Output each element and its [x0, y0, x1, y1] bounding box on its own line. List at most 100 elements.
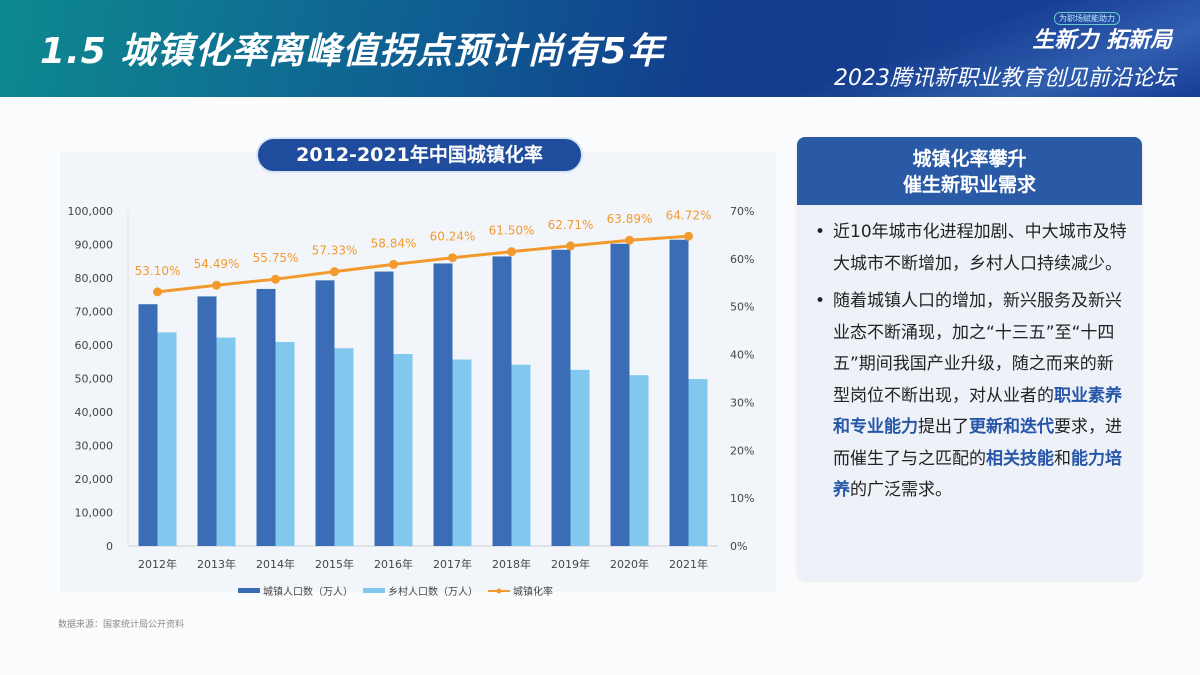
y-tick-label: 30,000 — [75, 440, 114, 453]
y-tick-label: 20,000 — [75, 473, 114, 486]
line-point — [389, 259, 398, 269]
legend-label: 城镇化率 — [513, 585, 553, 598]
text: 要求，进而催生了与之匹配的 — [833, 417, 1122, 469]
bar-urban — [197, 296, 217, 546]
y-tick-label: 10,000 — [75, 507, 114, 520]
x-tick-label: 2013年 — [197, 557, 236, 571]
x-tick-label: 2012年 — [138, 557, 177, 571]
text: 随着城镇人口的增加，新兴服务及新兴业态不断涌现，加之“十三五”至“十四五”期间我… — [833, 291, 1122, 406]
bar-urban — [492, 256, 512, 546]
text: 提出了 — [918, 417, 969, 437]
line-point — [448, 253, 457, 263]
data-label: 54.49% — [194, 257, 240, 271]
x-tick-label: 2020年 — [610, 557, 649, 571]
y2-tick-label: 30% — [730, 396, 754, 409]
y-tick-label: 50,000 — [75, 373, 114, 386]
bar-urban — [138, 304, 158, 546]
x-tick-label: 2016年 — [374, 557, 413, 571]
side-panel: 城镇化率攀升 催生新职业需求 近10年城市化进程加剧、中大城市及特大城市不断增加… — [797, 137, 1142, 580]
tag-badge: 为职场赋能助力 — [1054, 12, 1120, 25]
data-label: 55.75% — [253, 251, 299, 265]
slogan-logo: 生新力 拓新局 — [1032, 28, 1172, 53]
bar-rural — [570, 369, 590, 546]
highlight: 职业素养和专业能力 — [833, 385, 1122, 438]
y-tick-label: 90,000 — [75, 239, 114, 252]
data-label: 61.50% — [489, 224, 535, 238]
y-tick-label: 80,000 — [75, 272, 114, 285]
x-tick-label: 2017年 — [433, 557, 472, 571]
text: 和 — [1054, 448, 1071, 469]
bar-urban — [669, 239, 689, 546]
text: 的广泛需求。 — [850, 480, 952, 500]
y-tick-label: 100,000 — [68, 205, 114, 218]
y2-tick-label: 60% — [730, 253, 754, 266]
chart-title: 2012-2021年中国城镇化率 — [256, 137, 583, 173]
line-point — [212, 280, 221, 290]
x-tick-label: 2018年 — [492, 557, 531, 571]
line-point — [566, 241, 575, 251]
x-tick-label: 2014年 — [256, 557, 295, 571]
legend-swatch — [238, 588, 260, 593]
line-point — [330, 267, 339, 277]
data-label: 63.89% — [607, 212, 653, 226]
data-label: 53.10% — [135, 264, 181, 278]
data-label: 60.24% — [430, 230, 476, 244]
bar-rural — [216, 337, 236, 546]
y2-tick-label: 20% — [730, 444, 754, 457]
bar-rural — [452, 359, 472, 546]
bar-urban — [256, 288, 276, 546]
data-label: 62.71% — [548, 218, 594, 232]
y-tick-label: 0 — [106, 540, 113, 553]
y-tick-label: 70,000 — [75, 306, 114, 319]
line-urbanization-rate — [157, 234, 689, 294]
bar-urban — [315, 280, 335, 546]
legend-label: 城镇人口数（万人） — [263, 585, 353, 598]
y-tick-label: 60,000 — [75, 339, 114, 352]
bar-rural — [688, 379, 708, 546]
header-banner: 1.5 城镇化率离峰值拐点预计尚有5年 为职场赋能助力 生新力 拓新局 2023… — [0, 0, 1200, 97]
x-tick-label: 2021年 — [669, 557, 708, 571]
bullet-1: 近10年城市化进程加剧、中大城市及特大城市不断增加，乡村人口持续减少。 — [815, 217, 1128, 280]
line-point — [507, 247, 516, 257]
y2-tick-label: 70% — [730, 205, 754, 218]
y2-tick-label: 0% — [730, 540, 747, 553]
side-panel-title: 城镇化率攀升 催生新职业需求 — [797, 137, 1142, 205]
bar-rural — [393, 354, 413, 546]
x-tick-label: 2019年 — [551, 557, 590, 571]
y2-tick-label: 50% — [730, 301, 754, 314]
y2-tick-label: 40% — [730, 349, 754, 362]
line-point — [625, 235, 634, 245]
bar-urban — [610, 243, 630, 546]
bar-rural — [629, 375, 649, 546]
y2-tick-label: 10% — [730, 492, 754, 505]
bar-urban — [433, 263, 453, 546]
side-title-line1: 城镇化率攀升 — [912, 148, 1027, 170]
bar-urban — [374, 271, 394, 546]
side-title-line2: 催生新职业需求 — [902, 174, 1036, 196]
chart-panel — [60, 152, 776, 592]
highlight: 相关技能 — [986, 448, 1054, 469]
forum-name: 2023腾讯新职业教育创见前沿论坛 — [834, 66, 1176, 91]
legend-swatch-marker — [496, 588, 502, 594]
legend-label: 乡村人口数（万人） — [388, 585, 478, 598]
x-tick-label: 2015年 — [315, 557, 354, 571]
bar-rural — [334, 348, 354, 546]
line-point — [684, 231, 693, 241]
data-source: 数据来源：国家统计局公开资料 — [58, 620, 185, 630]
data-label: 58.84% — [371, 236, 417, 250]
line-point — [271, 274, 280, 284]
bar-rural — [511, 364, 531, 546]
highlight: 更新和迭代 — [969, 417, 1054, 437]
bullet-2: 随着城镇人口的增加，新兴服务及新兴业态不断涌现，加之“十三五”至“十四五”期间我… — [815, 286, 1128, 507]
y-tick-label: 40,000 — [75, 406, 114, 419]
bar-rural — [275, 341, 295, 546]
bar-rural — [157, 332, 177, 546]
legend-swatch — [363, 588, 385, 593]
data-label: 64.72% — [666, 208, 712, 222]
bar-urban — [551, 249, 571, 547]
line-point — [153, 287, 162, 297]
data-label: 57.33% — [312, 244, 358, 258]
highlight: 能力培养 — [833, 448, 1122, 501]
page-title: 1.5 城镇化率离峰值拐点预计尚有5年 — [40, 31, 665, 72]
